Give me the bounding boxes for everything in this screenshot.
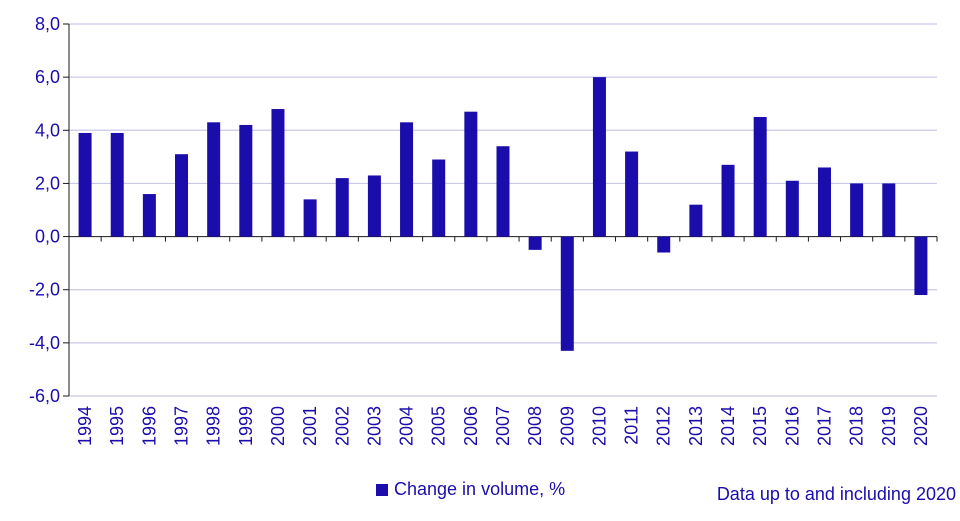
x-tick-label: 2020 [911,406,931,446]
x-tick-label: 1994 [75,406,95,446]
x-tick-label: 2004 [397,406,417,446]
bar [110,132,124,237]
x-tick-label: 2003 [364,406,384,446]
bar [239,124,253,237]
bar [464,111,478,237]
bar [528,236,542,250]
bar [753,117,767,237]
bar [817,167,831,237]
x-tick-label: 2011 [622,406,642,445]
y-tick-label: 2,0 [35,173,60,193]
bar [207,122,221,237]
bar [850,183,864,237]
x-tick-label: 2000 [268,406,288,446]
bar [432,159,446,237]
y-tick-label: -6,0 [29,386,60,406]
x-tick-label: 2019 [879,406,899,446]
x-tick-label: 2014 [718,406,738,446]
x-tick-label: 2012 [654,406,674,446]
bar [625,151,639,237]
y-tick-labels: -6,0 -4,0 -2,0 0,0 2,0 4,0 6,0 8,0 [29,14,60,406]
x-tick-label: 2007 [493,406,513,446]
y-tick-label: -2,0 [29,280,60,300]
bar [78,132,92,237]
x-tick-label: 2016 [782,406,802,446]
x-tick-label: 2005 [429,406,449,446]
x-tick-label: 1998 [204,406,224,446]
x-tick-label: 2015 [750,406,770,446]
bar [785,180,799,237]
bar [271,109,285,237]
bar [882,183,896,237]
bar [400,122,414,237]
bars [78,77,928,351]
bar [335,178,349,237]
bar [142,194,156,237]
x-tick-label: 1997 [172,406,192,446]
bar [657,236,671,253]
bar [689,204,703,237]
legend: Change in volume, % [376,479,565,500]
data-note: Data up to and including 2020 [716,484,956,504]
y-tick-label: -4,0 [29,333,60,353]
bar [175,154,189,237]
y-tick-label: 0,0 [35,227,60,247]
x-tick-label: 2006 [461,406,481,446]
bar [914,236,928,296]
bar [367,175,381,237]
legend-swatch [376,483,388,496]
bar [560,236,574,351]
bar [303,199,317,237]
x-tick-label: 2017 [814,406,834,446]
x-tick-labels: 1994 1995 1996 1997 1998 1999 2000 2001 2002 2003… [75,406,931,446]
x-tick-label: 2010 [589,406,609,446]
x-tick-label: 2013 [686,406,706,446]
bar [496,146,510,237]
x-tick-label: 1996 [139,406,159,446]
y-tick-label: 4,0 [35,120,60,140]
x-tick-label: 2008 [525,406,545,446]
x-tick-label: 2009 [557,406,577,446]
bar [592,77,606,237]
legend-label: Change in volume, % [394,479,566,499]
x-tick-label: 2002 [332,406,352,446]
y-tick-label: 6,0 [35,67,60,87]
x-tick-label: 1995 [107,406,127,446]
y-tick-label: 8,0 [35,14,60,34]
x-tick-label: 1999 [236,406,256,446]
x-tick-label: 2018 [847,406,867,446]
x-tick-label: 2001 [300,406,320,446]
bar [721,164,735,237]
